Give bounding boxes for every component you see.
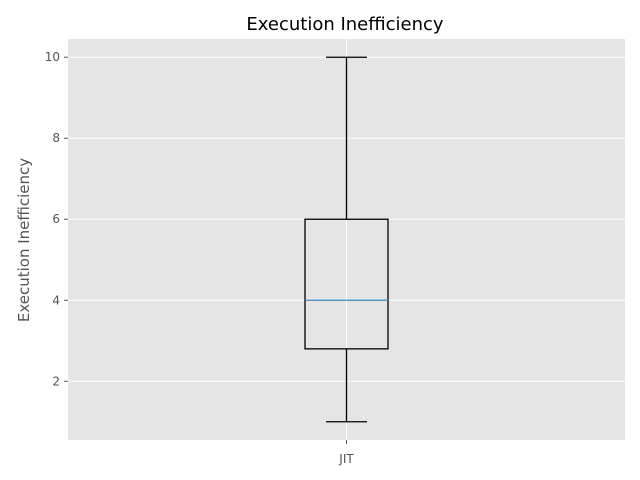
box <box>304 218 389 350</box>
x-axis: JIT <box>338 440 354 466</box>
y-axis-label: Execution Inefficiency <box>15 158 33 322</box>
box-plot <box>304 56 389 423</box>
y-tick-label: 2 <box>52 374 60 388</box>
y-tick-label: 6 <box>52 212 60 226</box>
y-tick-label: 8 <box>52 131 60 145</box>
y-axis: 2 4 6 8 10 <box>45 50 68 388</box>
chart-title: Execution Inefficiency <box>246 14 444 35</box>
x-tick-label: JIT <box>338 452 354 466</box>
y-tick-label: 10 <box>45 50 60 64</box>
y-tick-label: 4 <box>52 293 60 307</box>
